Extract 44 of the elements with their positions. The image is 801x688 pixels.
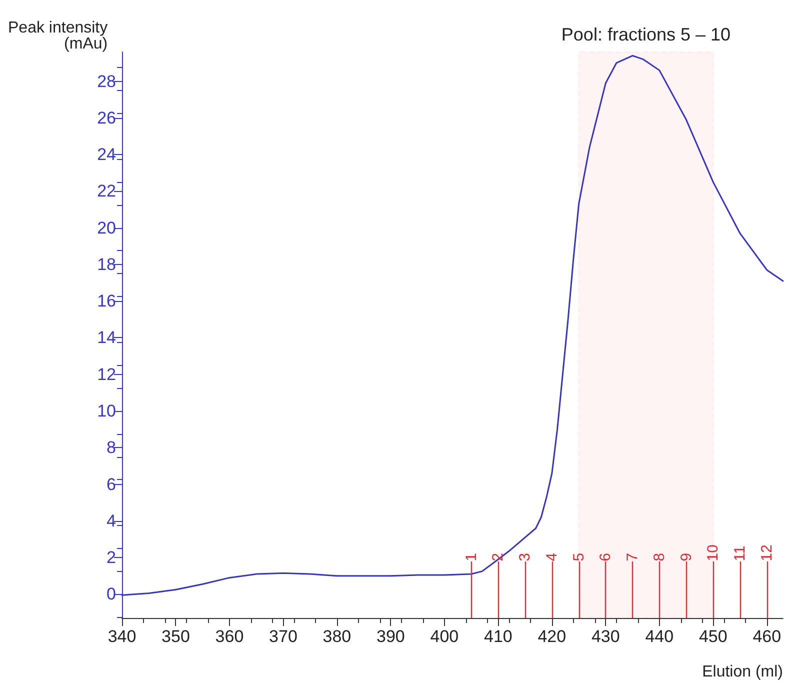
y-tick-label: 8 [106, 438, 116, 458]
y-tick-label: 6 [106, 474, 116, 494]
x-tick-label: 380 [322, 627, 352, 646]
band-label: Pool: fractions 5 – 10 [561, 24, 731, 44]
annotation: 4 [543, 552, 560, 562]
annotation: 8 [650, 552, 668, 562]
x-axis-title: Elution (ml) [702, 664, 783, 680]
annotation: 11 [732, 546, 749, 562]
y-tick-label: 18 [97, 254, 116, 274]
x-tick-label: 420 [538, 627, 566, 646]
x-tick-label: 460 [752, 627, 782, 646]
annotation: 10 [704, 544, 722, 562]
x-tick-label: 430 [591, 627, 620, 646]
line-series [121, 54, 784, 596]
annotation: 2 [490, 552, 507, 562]
annotation: 9 [678, 552, 695, 562]
x-tick-label: 450 [698, 627, 728, 646]
y-tick-label: 22 [97, 182, 116, 201]
x-tick-label: 400 [430, 627, 459, 646]
x-tick-label: 370 [269, 627, 298, 646]
x-tick-label: 410 [484, 627, 512, 646]
annotation: 7 [624, 552, 642, 562]
annotation: 6 [597, 552, 614, 562]
y-tick-label: 12 [97, 364, 116, 384]
x-tick-label: 440 [645, 627, 674, 646]
x-tick-label: 340 [108, 627, 136, 646]
annotation: 5 [570, 552, 588, 562]
x-tick-label: 390 [376, 627, 405, 646]
annotation: 12 [758, 544, 776, 562]
y-tick-label: 26 [97, 108, 116, 128]
annotation: 1 [462, 552, 480, 562]
y-tick-label: 10 [97, 402, 116, 421]
y-tick-label: 2 [106, 548, 116, 568]
annotation: 3 [516, 552, 534, 562]
x-tick-label: 350 [162, 627, 190, 646]
y-tick-label: 20 [97, 218, 116, 238]
y-tick-label: 14 [97, 328, 116, 348]
y-tick-label: 28 [97, 72, 116, 91]
y-tick-label: 24 [97, 145, 116, 164]
y-axis-title: Peak intensity (mAu) [8, 20, 108, 52]
y-tick-label: 0 [106, 584, 116, 604]
y-tick-label: 4 [106, 511, 116, 530]
y-tick-label: 16 [97, 292, 116, 311]
x-tick-label: 360 [215, 627, 244, 646]
